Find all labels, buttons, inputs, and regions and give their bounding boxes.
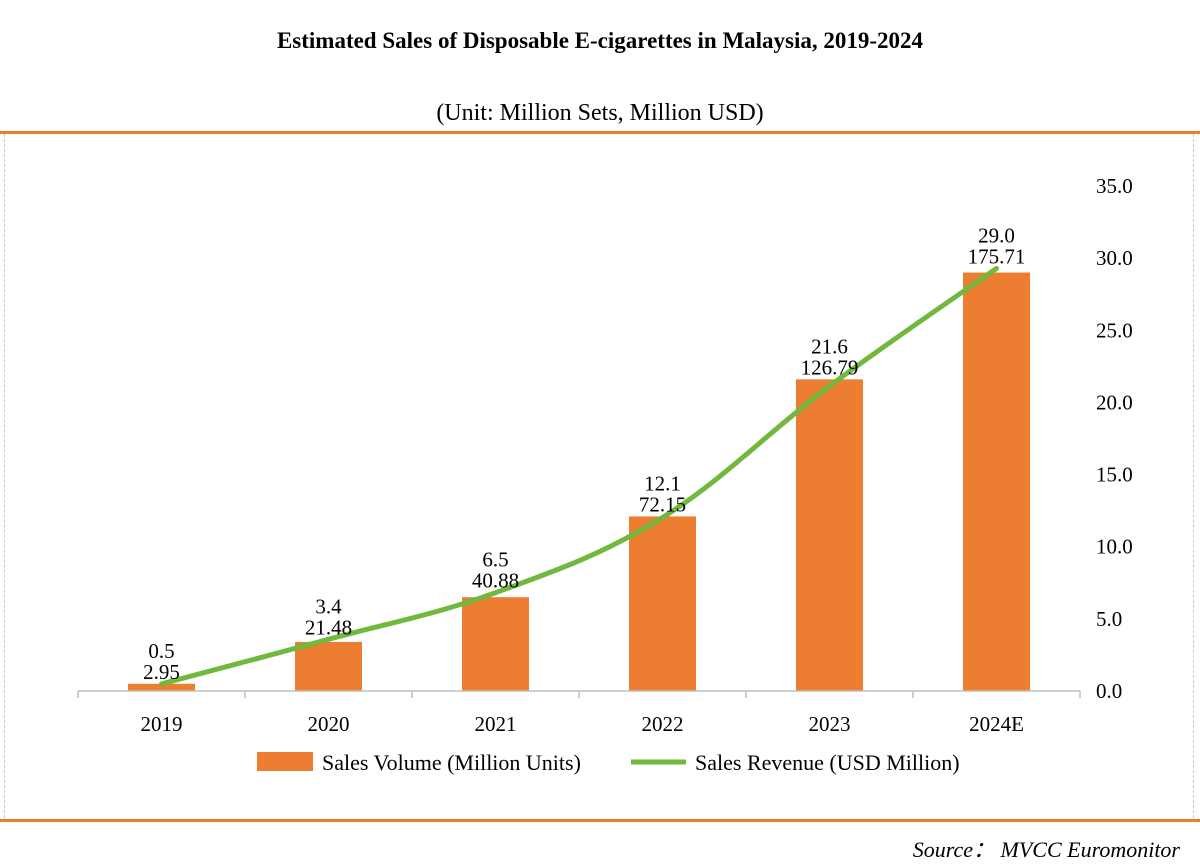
bar-2024E (963, 272, 1030, 691)
legend-swatch-volume (257, 752, 313, 771)
line-value-label: 21.48 (305, 615, 352, 639)
x-tick-label: 2023 (809, 712, 851, 736)
line-value-label: 40.88 (472, 569, 519, 593)
x-tick-label: 2022 (642, 712, 684, 736)
bar-value-label: 6.5 (482, 548, 508, 572)
y-tick-label: 25.0 (1096, 318, 1133, 342)
line-value-label: 175.71 (968, 244, 1026, 268)
x-tick-label: 2021 (475, 712, 517, 736)
x-tick-label: 2024E (969, 712, 1024, 736)
bar-2021 (462, 597, 529, 691)
y-tick-label: 30.0 (1096, 246, 1133, 270)
line-value-label: 126.79 (801, 355, 859, 379)
bars-layer (128, 272, 1030, 691)
y-tick-label: 5.0 (1096, 607, 1122, 631)
revenue-line (159, 265, 999, 687)
line-layer (159, 265, 999, 687)
bar-value-label: 0.5 (148, 639, 174, 663)
bar-value-label: 3.4 (315, 594, 342, 618)
chart-subtitle: (Unit: Million Sets, Million USD) (436, 100, 764, 126)
y-tick-label: 35.0 (1096, 174, 1133, 198)
axis-layer: 2019 2020 2021 2022 2023 2024E 0.0 5.0 10.0 15.0 2… (77, 174, 1133, 736)
legend-label-volume: Sales Volume (Million Units) (322, 750, 581, 775)
bar-2020 (295, 641, 362, 691)
line-value-label: 2.95 (143, 660, 180, 684)
y-tick-label: 15.0 (1096, 463, 1133, 487)
bar-2023 (796, 379, 863, 691)
bar-value-label: 21.6 (811, 334, 848, 358)
source-note: Source： MVCC Euromonitor (912, 837, 1180, 862)
bar-2019 (128, 683, 195, 691)
top-rule (0, 131, 1200, 134)
bar-value-label: 29.0 (978, 223, 1015, 247)
legend-layer: Sales Volume (Million Units) Sales Revenu… (257, 750, 960, 775)
line-value-label: 72.15 (639, 492, 686, 516)
y-tick-label: 10.0 (1096, 535, 1133, 559)
x-tick-label: 2020 (308, 712, 350, 736)
chart-title: Estimated Sales of Disposable E-cigarett… (276, 28, 924, 53)
bar-2022 (629, 516, 696, 691)
legend-label-revenue: Sales Revenue (USD Million) (695, 750, 960, 775)
labels-layer: 0.52.95 3.421.48 6.540.88 12.172.15 21.6126.… (143, 223, 1025, 683)
x-tick-label: 2019 (141, 712, 183, 736)
y-tick-label: 20.0 (1096, 390, 1133, 414)
bar-value-label: 12.1 (644, 471, 681, 495)
y-tick-label: 0.0 (1096, 679, 1122, 703)
chart-frame (4, 134, 1194, 818)
bottom-rule (0, 819, 1200, 822)
